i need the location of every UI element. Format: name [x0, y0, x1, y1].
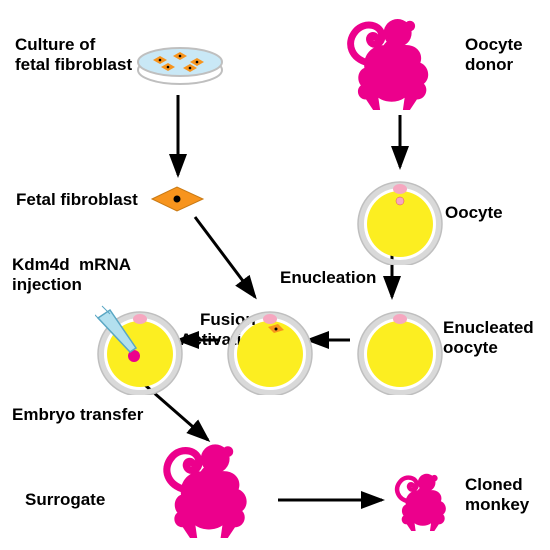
- fetal-fibroblast-icon: [150, 185, 205, 213]
- enucOocyte-icon: [355, 305, 445, 395]
- surrogate-icon: [155, 430, 270, 538]
- monkeyDonor-icon: [340, 5, 450, 110]
- fusedOocyte-icon: [225, 305, 315, 395]
- injOocyte-icon: [95, 305, 185, 395]
- cloned-icon: [390, 465, 460, 531]
- oocyte-icon: [355, 175, 445, 265]
- petri-dish: [135, 40, 225, 88]
- arrow-surrogate-to-cloned: [0, 0, 550, 550]
